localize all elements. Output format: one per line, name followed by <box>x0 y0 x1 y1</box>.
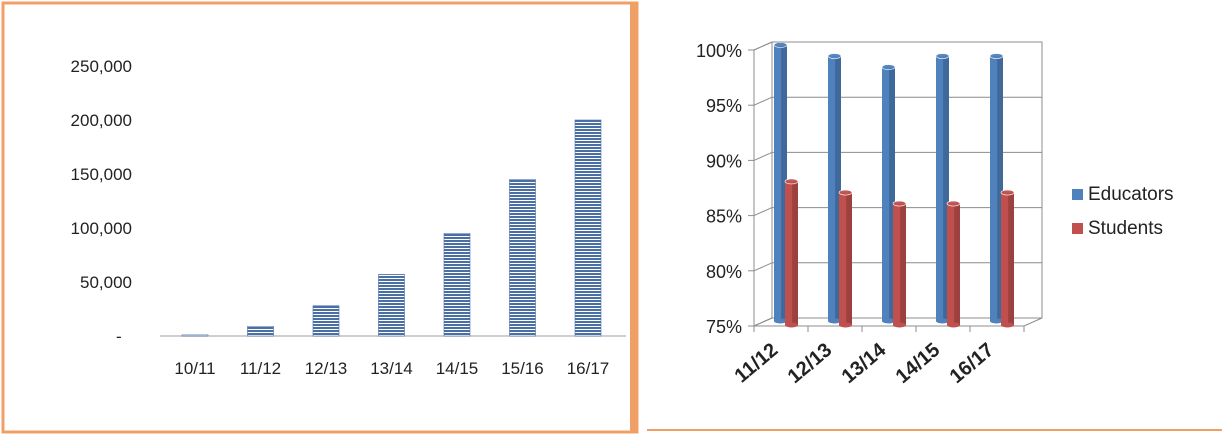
left-bar-15-16 <box>509 179 536 337</box>
left-bar-16-17 <box>574 119 602 337</box>
left-bar-14-15 <box>443 233 471 337</box>
legend-swatch-students <box>1072 223 1083 234</box>
right-bar-students-16-17 <box>1000 189 1015 328</box>
right-x-tick-label: 13/14 <box>838 338 891 388</box>
right-bar-educators-14-15 <box>935 53 950 324</box>
right-y-tick-label: 90% <box>706 151 742 171</box>
right-gridline-depth <box>753 41 773 51</box>
left-bar-chart: - 50,000 100,000 150,000 200,000 250,000 10/1… <box>1 1 639 434</box>
right-y-tick-label: 95% <box>706 96 742 116</box>
right-bar-educators-11-12 <box>773 42 788 324</box>
right-bar-educators-13-14 <box>881 64 896 324</box>
legend-swatch-educators <box>1072 189 1083 200</box>
right-bar-students-14-15 <box>946 200 961 328</box>
left-x-tick-label: 10/11 <box>174 359 215 378</box>
left-x-tick-label: 15/16 <box>501 359 544 378</box>
left-y-tick-label: 50,000 <box>80 273 132 292</box>
right-bar-educators-12-13 <box>827 53 842 324</box>
left-bar-11-12 <box>247 325 274 337</box>
left-y-tick-label: 150,000 <box>71 165 132 184</box>
left-x-tick-label: 14/15 <box>436 359 479 378</box>
right-x-tick-label: 16/17 <box>946 339 998 388</box>
left-y-tick-label: 100,000 <box>71 219 132 238</box>
right-x-tick-label: 11/12 <box>731 339 783 387</box>
right-gridline-depth <box>753 207 773 217</box>
right-x-tick-label: 12/13 <box>784 339 836 388</box>
left-x-tick-label: 16/17 <box>567 359 610 378</box>
right-bar-students-13-14 <box>892 200 907 328</box>
right-y-tick-label: 75% <box>706 317 742 337</box>
right-bar-educators-16-17 <box>989 53 1004 324</box>
right-y-tick-label: 100% <box>696 41 742 61</box>
right-gridline-depth <box>753 317 773 327</box>
legend-label-students: Students <box>1088 218 1163 239</box>
left-bar-12-13 <box>312 305 340 337</box>
right-gridline-depth <box>753 96 773 106</box>
right-y-tick-label: 80% <box>706 262 742 282</box>
left-chart-panel: - 50,000 100,000 150,000 200,000 250,000 10/1… <box>1 1 639 434</box>
left-x-tick-label: 11/12 <box>240 359 281 378</box>
left-bar-10-11 <box>181 334 209 337</box>
right-3d-bar-chart: 75% 80% 85% 90% 95% 100% 11/12 12/13 13/14 14/15… <box>647 41 1222 431</box>
left-x-tick-label: 12/13 <box>305 359 348 378</box>
panel-divider <box>630 3 637 432</box>
right-bar-students-12-13 <box>838 189 853 328</box>
left-x-tick-label: 13/14 <box>370 359 413 378</box>
left-y-tick-label: - <box>116 327 122 346</box>
right-side-wall <box>753 41 773 327</box>
legend-label-educators: Educators <box>1088 184 1174 205</box>
right-y-tick-label: 85% <box>706 207 742 227</box>
right-bar-students-11-12 <box>784 178 799 328</box>
left-y-tick-label: 200,000 <box>71 111 132 130</box>
right-x-tick-label: 14/15 <box>892 339 944 388</box>
right-chart-panel: 75% 80% 85% 90% 95% 100% 11/12 12/13 13/14 14/15… <box>646 0 1222 435</box>
left-bar-13-14 <box>378 274 405 337</box>
right-gridline-depth <box>753 262 773 272</box>
left-y-tick-label: 250,000 <box>71 57 132 76</box>
right-gridline-depth <box>753 151 773 161</box>
